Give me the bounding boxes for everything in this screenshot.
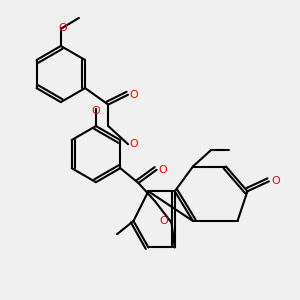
Text: O: O: [92, 106, 100, 116]
Text: O: O: [159, 165, 168, 175]
Text: O: O: [160, 216, 169, 226]
Text: O: O: [271, 176, 280, 186]
Text: O: O: [58, 23, 67, 33]
Text: O: O: [130, 90, 138, 100]
Text: O: O: [130, 139, 138, 149]
